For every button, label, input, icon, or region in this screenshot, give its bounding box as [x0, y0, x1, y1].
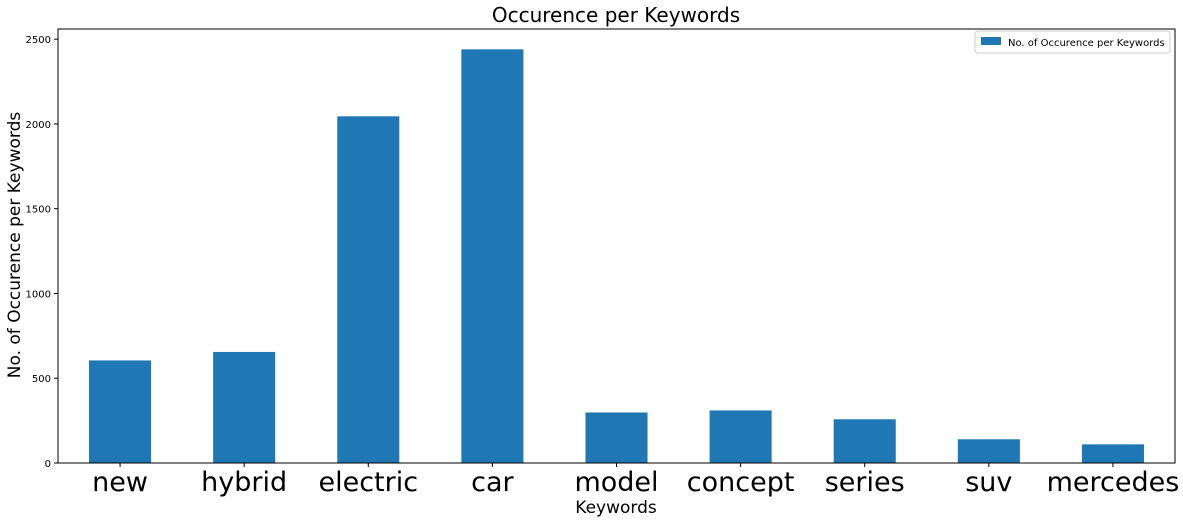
x-tick-label: suv [965, 467, 1012, 498]
bar-new [89, 360, 152, 463]
bar-concept [709, 410, 772, 463]
x-tick-label: concept [687, 467, 795, 498]
bar-model [585, 412, 648, 463]
bar-series [833, 419, 896, 463]
legend-swatch [981, 37, 1001, 45]
bar-electric [337, 116, 400, 463]
x-tick-label: mercedes [1047, 467, 1180, 498]
x-axis-label: Keywords [575, 498, 657, 518]
x-tick-label: car [471, 467, 514, 498]
bar-car [461, 49, 524, 464]
y-tick-label: 1500 [26, 205, 51, 216]
legend-box [974, 30, 1171, 54]
legend-label: No. of Occurence per Keywords [1008, 38, 1165, 49]
bar-hybrid [213, 351, 276, 463]
y-tick-label: 1000 [26, 289, 51, 300]
legend: No. of Occurence per Keywords [974, 30, 1171, 54]
bar-suv [957, 439, 1020, 463]
y-tick-label: 2000 [26, 120, 51, 131]
y-tick-label: 500 [32, 374, 51, 385]
plot-area: new hybrid electric car model concept series su… [26, 28, 1180, 498]
y-axis-label: No. of Occurence per Keywords [5, 112, 25, 379]
y-tick-label: 2500 [26, 35, 51, 46]
x-tick-label: hybrid [201, 467, 287, 498]
y-tick-label: 0 [45, 459, 51, 470]
x-tick-label: series [825, 467, 905, 498]
x-tick-label: electric [318, 467, 418, 498]
bar-mercedes [1081, 444, 1144, 463]
x-tick-label: new [92, 467, 148, 498]
axes-frame [57, 28, 1176, 464]
x-tick-label: model [574, 467, 658, 498]
chart-title: Occurence per Keywords [492, 3, 740, 27]
